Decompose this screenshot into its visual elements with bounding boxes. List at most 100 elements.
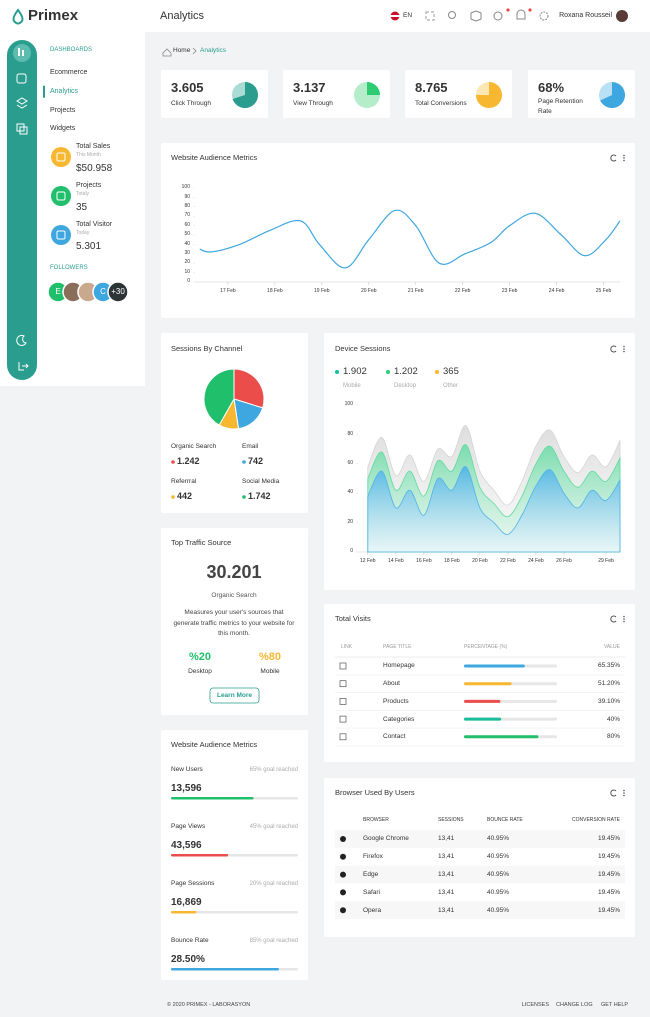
row-stripe — [335, 865, 625, 884]
stat-period: Totaly — [76, 191, 90, 198]
goal-value: 28.50% — [171, 953, 205, 965]
menu-icon[interactable] — [623, 618, 625, 620]
chat-icon[interactable] — [493, 11, 503, 21]
menu-icon[interactable] — [623, 792, 625, 794]
card-value: 8.765 — [415, 79, 448, 95]
pie-slice — [233, 368, 265, 409]
rail-icon[interactable] — [16, 97, 28, 109]
x-tick-label: 20 Feb — [360, 288, 377, 295]
menu-icon[interactable] — [623, 789, 625, 792]
link-icon[interactable] — [339, 733, 347, 741]
menu-icon[interactable] — [623, 348, 625, 350]
refresh-icon[interactable] — [610, 345, 617, 353]
mobile-share: %80 — [258, 650, 282, 663]
menu-icon[interactable] — [623, 345, 625, 348]
table-cell: 19.45% — [597, 853, 620, 861]
column-header: PAGE TITLE — [383, 644, 412, 651]
menu-icon[interactable] — [623, 620, 625, 623]
button-label[interactable]: Learn More — [216, 691, 253, 699]
menu-icon[interactable] — [623, 615, 625, 618]
goal-progress: 85% goal reached — [249, 937, 298, 944]
table-cell: 40.95% — [487, 906, 510, 914]
badge — [506, 8, 510, 12]
menu-icon[interactable] — [623, 154, 625, 157]
table-cell: 19.45% — [597, 835, 620, 843]
refresh-icon[interactable] — [610, 789, 617, 797]
x-tick-label: 26 Feb — [556, 558, 572, 565]
rail-icon[interactable] — [16, 73, 27, 84]
browser-icon — [340, 853, 346, 860]
page-title: Products — [383, 697, 409, 705]
settings-icon[interactable] — [539, 11, 549, 21]
x-tick-label: 12 Feb — [360, 558, 376, 565]
card-label: View Through — [293, 100, 333, 108]
menu-item[interactable]: Ecommerce — [50, 69, 88, 77]
menu-item[interactable]: Analytics — [50, 87, 79, 95]
menu-item[interactable]: Projects — [50, 106, 76, 114]
visit-value: 39.10% — [597, 697, 620, 705]
menu-item[interactable]: Widgets — [50, 125, 76, 133]
goal-label: Page Sessions — [171, 880, 215, 888]
y-tick-label: 100 — [181, 184, 190, 191]
column-header: LINK — [341, 644, 353, 651]
x-tick-label: 22 Feb — [454, 288, 471, 295]
refresh-icon[interactable] — [610, 615, 617, 623]
legend-value: 442 — [177, 491, 193, 502]
x-tick-label: 17 Feb — [220, 288, 236, 295]
y-tick-label: 100 — [344, 401, 353, 408]
top-bar — [0, 0, 650, 32]
link-icon[interactable] — [339, 662, 347, 670]
legend-value: 742 — [248, 456, 264, 467]
box-icon[interactable] — [470, 10, 482, 22]
user-name[interactable]: Roxana Rousseil — [559, 12, 612, 20]
search-icon[interactable] — [448, 11, 456, 19]
breadcrumb-item[interactable]: Home — [173, 47, 191, 55]
traffic-value: 30.201 — [206, 562, 262, 583]
x-tick-label: 19 Feb — [313, 288, 330, 295]
y-tick-label: 70 — [184, 212, 190, 219]
card-label: Total Conversions — [415, 100, 467, 108]
progress-bar — [464, 664, 525, 668]
user-avatar[interactable] — [616, 10, 628, 22]
menu-icon[interactable] — [623, 159, 625, 162]
bell-icon[interactable] — [516, 9, 526, 20]
visit-value: 40% — [606, 715, 620, 723]
mini-pie-slice — [476, 82, 502, 108]
refresh-icon[interactable] — [610, 154, 617, 162]
link-icon[interactable] — [339, 715, 347, 723]
card — [161, 143, 635, 318]
stat-period: Today — [76, 230, 90, 237]
stat-value: 5.301 — [76, 240, 102, 252]
rail-icon[interactable] — [16, 334, 27, 346]
table-cell: Safari — [363, 888, 380, 896]
link-icon[interactable] — [339, 698, 347, 705]
mini-pie-slice — [600, 82, 625, 108]
goal-progress: 20% goal reached — [249, 880, 298, 887]
link-icon[interactable] — [339, 680, 347, 688]
card-title: Browser Used By Users — [335, 787, 415, 797]
footer-link[interactable]: GET HELP — [601, 1001, 629, 1008]
y-tick-label: 80 — [184, 203, 190, 210]
fullscreen-icon[interactable] — [425, 11, 435, 21]
active-indicator — [43, 85, 45, 98]
rail-icon — [22, 50, 24, 56]
footer-link[interactable]: LICENSES — [521, 1001, 549, 1008]
stat-icon — [51, 186, 71, 206]
table-cell: 40.95% — [487, 835, 510, 843]
legend-label: Desktop — [394, 382, 417, 389]
menu-icon[interactable] — [623, 794, 625, 797]
card-title: Top Traffic Source — [171, 537, 232, 547]
button[interactable] — [209, 687, 260, 704]
language[interactable]: EN — [403, 12, 413, 20]
column-header: VALUE — [603, 644, 620, 651]
page-title: Categories — [383, 715, 415, 723]
rail-icon[interactable] — [19, 126, 28, 135]
card-value: 3.605 — [171, 79, 204, 95]
menu-icon[interactable] — [623, 350, 625, 353]
follower-avatar[interactable] — [107, 281, 129, 303]
footer-link[interactable]: CHANGE LOG — [556, 1001, 593, 1008]
stat-icon-glyph — [56, 191, 66, 201]
menu-icon[interactable] — [623, 157, 625, 159]
rail-icon[interactable] — [18, 362, 29, 371]
legend-value: 365 — [443, 365, 459, 377]
